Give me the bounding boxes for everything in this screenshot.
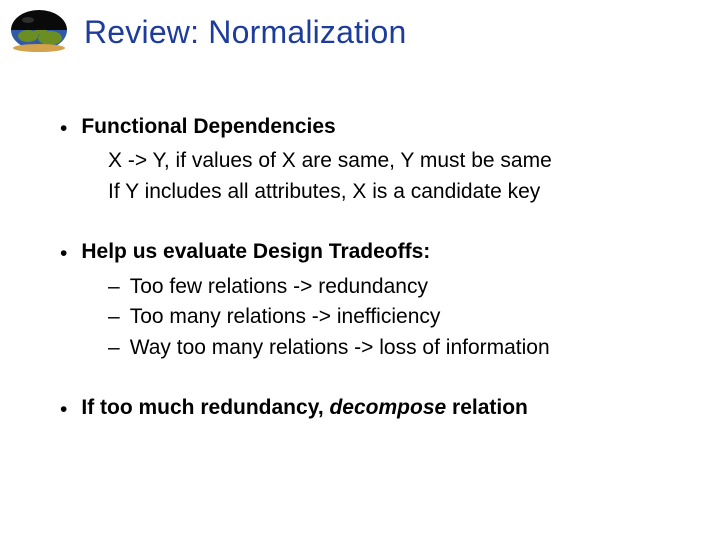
bullet-dot-icon: • xyxy=(60,239,67,269)
slide: Review: Normalization • Functional Depen… xyxy=(0,0,720,540)
bullet-dot-icon: • xyxy=(60,114,67,144)
sub-text: Too many relations -> inefficiency xyxy=(130,302,441,332)
text-em: decompose xyxy=(329,396,446,419)
slide-title: Review: Normalization xyxy=(84,14,407,51)
spacer xyxy=(60,363,680,393)
sub-dash-line: – Too few relations -> redundancy xyxy=(108,272,680,302)
dash-icon: – xyxy=(108,302,120,332)
spacer xyxy=(60,207,680,237)
sub-text: Way too many relations -> loss of inform… xyxy=(130,333,550,363)
bullet-design-tradeoffs: • Help us evaluate Design Tradeoffs: xyxy=(60,237,680,269)
dash-icon: – xyxy=(108,333,120,363)
bullet-dot-icon: • xyxy=(60,395,67,425)
bullet-decompose: • If too much redundancy, decompose rela… xyxy=(60,393,680,425)
sub-line: X -> Y, if values of X are same, Y must … xyxy=(108,146,680,176)
bullet-label: Functional Dependencies xyxy=(81,112,335,142)
text-post: relation xyxy=(446,396,528,419)
bullet-functional-dependencies: • Functional Dependencies xyxy=(60,112,680,144)
bullet-label: Help us evaluate Design Tradeoffs: xyxy=(81,237,430,267)
text-pre: If too much redundancy, xyxy=(81,396,329,419)
bullet-label: If too much redundancy, decompose relati… xyxy=(81,393,528,423)
sub-text: Too few relations -> redundancy xyxy=(130,272,428,302)
slide-body: • Functional Dependencies X -> Y, if val… xyxy=(60,112,680,428)
sub-line: If Y includes all attributes, X is a can… xyxy=(108,177,680,207)
globe-icon xyxy=(8,8,70,57)
dash-icon: – xyxy=(108,272,120,302)
sub-dash-line: – Too many relations -> inefficiency xyxy=(108,302,680,332)
sub-dash-line: – Way too many relations -> loss of info… xyxy=(108,333,680,363)
